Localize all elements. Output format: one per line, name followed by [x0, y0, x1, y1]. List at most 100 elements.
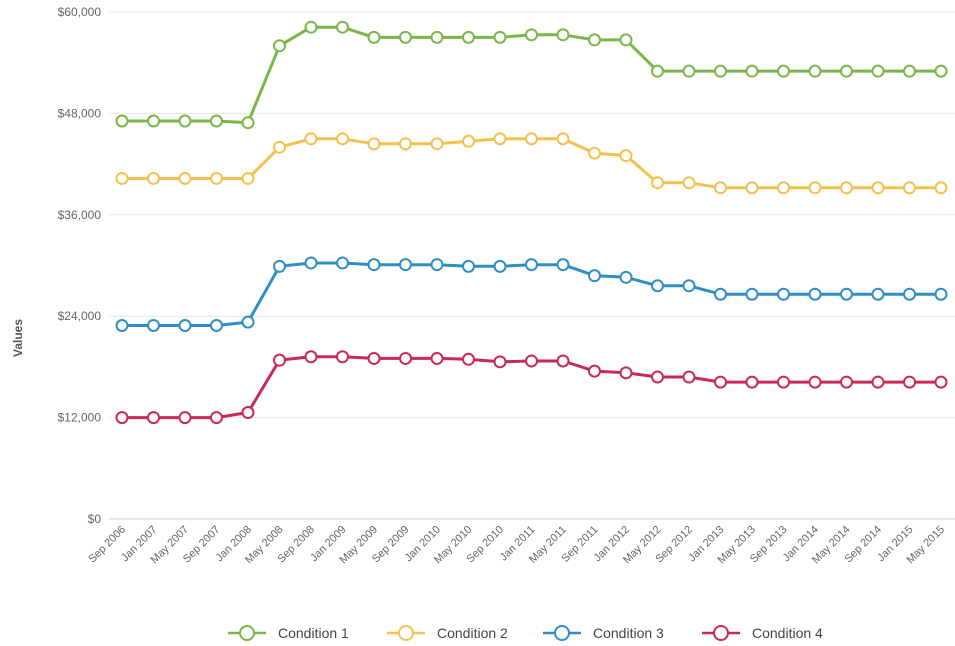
data-point[interactable]	[115, 411, 129, 425]
data-point[interactable]	[840, 287, 853, 301]
data-point[interactable]	[525, 28, 538, 42]
legend-item[interactable]: Condition 3	[543, 625, 664, 641]
data-point[interactable]	[430, 351, 444, 365]
legend-item[interactable]: Condition 4	[702, 625, 823, 641]
data-point[interactable]	[840, 64, 853, 78]
data-point[interactable]	[115, 171, 129, 185]
data-point[interactable]	[147, 411, 160, 425]
data-point[interactable]	[493, 259, 507, 273]
data-point[interactable]	[304, 132, 318, 146]
data-point[interactable]	[556, 354, 570, 368]
data-point[interactable]	[556, 258, 570, 272]
data-point[interactable]	[588, 33, 601, 47]
data-point[interactable]	[651, 279, 664, 293]
data-point[interactable]	[304, 20, 318, 34]
data-point[interactable]	[336, 132, 349, 146]
data-point[interactable]	[525, 258, 538, 272]
data-point[interactable]	[430, 258, 444, 272]
data-point[interactable]	[714, 181, 727, 195]
data-point[interactable]	[840, 181, 853, 195]
data-point[interactable]	[808, 375, 822, 389]
data-point[interactable]	[115, 114, 129, 128]
data-point[interactable]	[619, 149, 633, 163]
data-point[interactable]	[210, 318, 223, 332]
data-point[interactable]	[714, 375, 727, 389]
data-point[interactable]	[777, 181, 790, 195]
data-point[interactable]	[619, 33, 633, 47]
data-point[interactable]	[336, 350, 349, 364]
data-point[interactable]	[147, 318, 160, 332]
data-point[interactable]	[273, 259, 286, 273]
data-point[interactable]	[273, 39, 286, 53]
data-point[interactable]	[682, 279, 696, 293]
data-point[interactable]	[493, 132, 507, 146]
data-point[interactable]	[871, 287, 885, 301]
data-point[interactable]	[871, 181, 885, 195]
legend-item[interactable]: Condition 2	[387, 625, 508, 641]
data-point[interactable]	[115, 318, 129, 332]
data-point[interactable]	[556, 132, 570, 146]
data-point[interactable]	[178, 114, 192, 128]
data-point[interactable]	[178, 171, 192, 185]
data-point[interactable]	[934, 64, 948, 78]
data-point[interactable]	[682, 64, 696, 78]
data-point[interactable]	[588, 269, 601, 283]
data-point[interactable]	[210, 171, 223, 185]
data-point[interactable]	[714, 64, 727, 78]
data-point[interactable]	[241, 315, 255, 329]
data-point[interactable]	[462, 134, 475, 148]
data-point[interactable]	[304, 350, 318, 364]
data-point[interactable]	[745, 64, 759, 78]
data-point[interactable]	[493, 355, 507, 369]
data-point[interactable]	[367, 30, 381, 44]
data-point[interactable]	[903, 287, 916, 301]
legend-item[interactable]: Condition 1	[228, 625, 349, 641]
data-point[interactable]	[588, 146, 601, 160]
data-point[interactable]	[462, 259, 475, 273]
data-point[interactable]	[808, 64, 822, 78]
data-point[interactable]	[934, 181, 948, 195]
data-point[interactable]	[745, 181, 759, 195]
data-point[interactable]	[399, 137, 412, 151]
data-point[interactable]	[399, 258, 412, 272]
data-point[interactable]	[934, 287, 948, 301]
data-point[interactable]	[588, 364, 601, 378]
data-point[interactable]	[903, 64, 916, 78]
data-point[interactable]	[493, 30, 507, 44]
data-point[interactable]	[241, 406, 255, 420]
data-point[interactable]	[147, 114, 160, 128]
data-point[interactable]	[367, 137, 381, 151]
data-point[interactable]	[619, 366, 633, 380]
data-point[interactable]	[178, 318, 192, 332]
data-point[interactable]	[934, 375, 948, 389]
data-point[interactable]	[210, 411, 223, 425]
data-point[interactable]	[682, 176, 696, 190]
data-point[interactable]	[808, 181, 822, 195]
data-point[interactable]	[273, 353, 286, 367]
data-point[interactable]	[399, 30, 412, 44]
data-point[interactable]	[745, 375, 759, 389]
data-point[interactable]	[430, 30, 444, 44]
data-point[interactable]	[241, 171, 255, 185]
data-point[interactable]	[210, 114, 223, 128]
data-point[interactable]	[462, 352, 475, 366]
data-point[interactable]	[556, 28, 570, 42]
data-point[interactable]	[777, 287, 790, 301]
data-point[interactable]	[840, 375, 853, 389]
data-point[interactable]	[714, 287, 727, 301]
data-point[interactable]	[241, 116, 255, 130]
data-point[interactable]	[147, 171, 160, 185]
data-point[interactable]	[682, 370, 696, 384]
data-point[interactable]	[336, 20, 349, 34]
data-point[interactable]	[903, 181, 916, 195]
data-point[interactable]	[336, 256, 349, 270]
data-point[interactable]	[808, 287, 822, 301]
data-point[interactable]	[178, 411, 192, 425]
data-point[interactable]	[367, 258, 381, 272]
data-point[interactable]	[651, 64, 664, 78]
data-point[interactable]	[651, 370, 664, 384]
data-point[interactable]	[462, 30, 475, 44]
data-point[interactable]	[525, 132, 538, 146]
data-point[interactable]	[525, 354, 538, 368]
data-point[interactable]	[871, 64, 885, 78]
